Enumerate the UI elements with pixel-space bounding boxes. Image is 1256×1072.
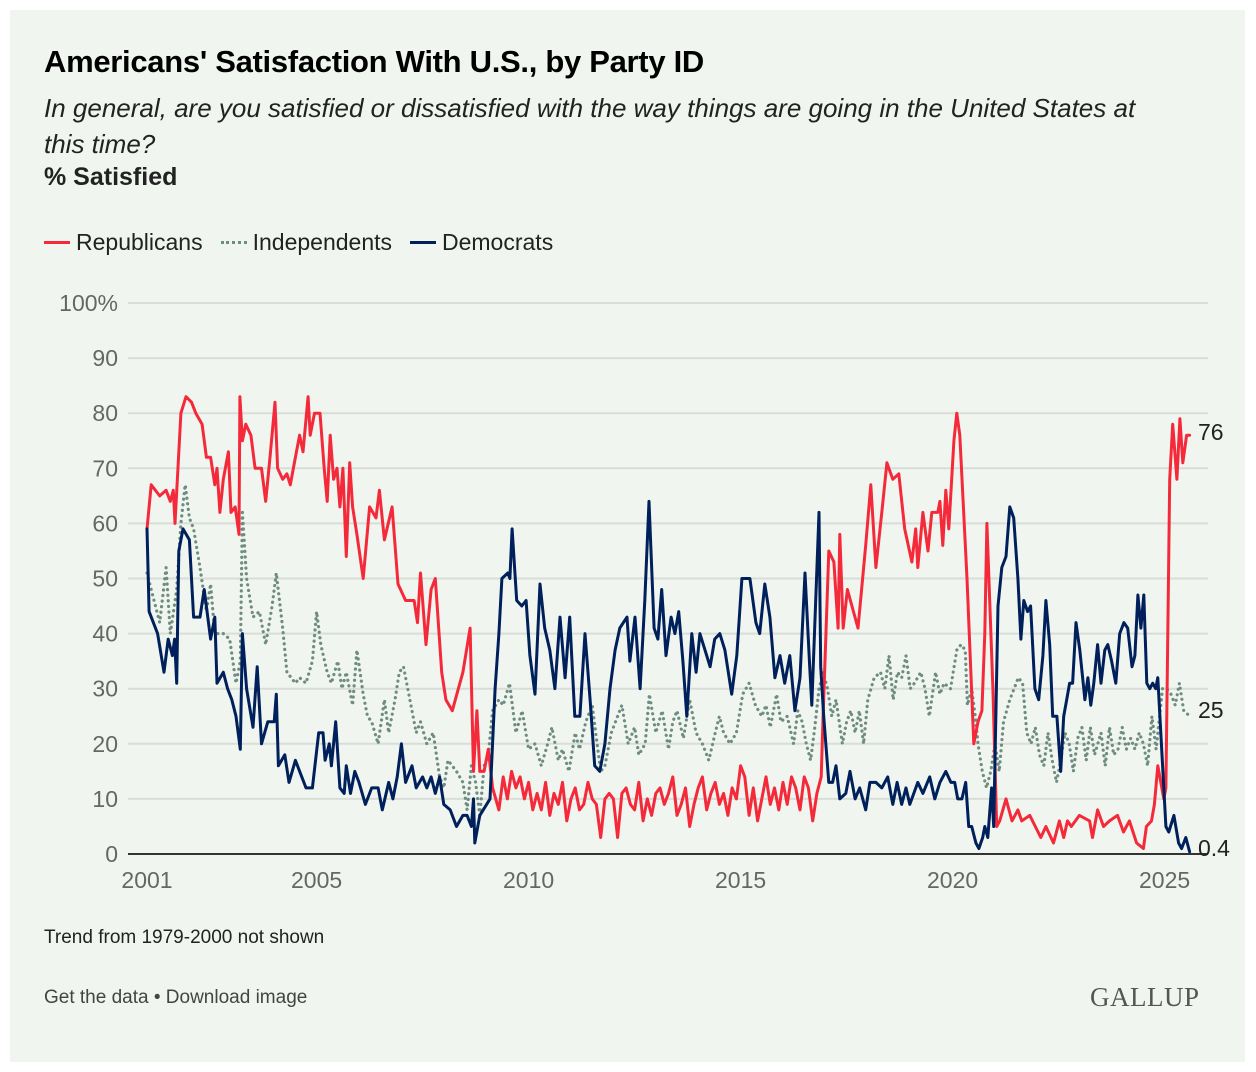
y-tick-label: 90 <box>92 345 118 371</box>
x-tick-label: 2010 <box>503 867 554 893</box>
chart-subtitle: In general, are you satisfied or dissati… <box>44 93 1136 159</box>
end-label-independents: 25 <box>1198 697 1224 723</box>
y-tick-label: 20 <box>92 731 118 757</box>
download-image-link[interactable]: Download image <box>165 987 308 1008</box>
y-tick-label: 30 <box>92 676 118 702</box>
series-line-republicans <box>145 395 1192 850</box>
series-line-democrats <box>145 499 1192 854</box>
y-tick-label: 100% <box>59 290 118 316</box>
legend-label: Independents <box>252 229 392 255</box>
trend-note: Trend from 1979-2000 not shown <box>44 927 325 948</box>
x-tick-label: 2005 <box>291 867 342 893</box>
legend: Republicans Independents Democrats <box>44 229 553 256</box>
y-tick-label: 10 <box>92 786 118 812</box>
link-separator: • <box>148 987 166 1008</box>
legend-item-republicans[interactable]: Republicans <box>44 229 203 256</box>
legend-swatch-independents <box>220 241 247 244</box>
series-line-independents <box>145 483 1192 817</box>
legend-item-independents[interactable]: Independents <box>220 229 392 256</box>
legend-swatch-republicans <box>44 241 70 244</box>
footer-links: Get the data • Download image <box>44 987 307 1009</box>
x-tick-label: 2015 <box>715 867 766 893</box>
y-tick-label: 40 <box>92 621 118 647</box>
y-tick-label: 80 <box>92 400 118 426</box>
chart-card <box>10 10 1245 1062</box>
end-label-republicans: 76 <box>1198 419 1224 445</box>
gallup-logo: GALLUP <box>1090 982 1200 1012</box>
x-tick-label: 2025 <box>1139 867 1190 893</box>
legend-label: Democrats <box>442 229 554 255</box>
x-tick-label: 2001 <box>121 867 172 893</box>
y-tick-label: 70 <box>92 455 118 481</box>
y-tick-label: 50 <box>92 566 118 592</box>
y-tick-label: 60 <box>92 510 118 536</box>
chart-title: Americans' Satisfaction With U.S., by Pa… <box>44 44 704 79</box>
legend-label: Republicans <box>76 229 203 255</box>
unit-label: % Satisfied <box>44 163 178 191</box>
end-label-democrats: 0.4 <box>1198 835 1230 861</box>
x-tick-label: 2020 <box>927 867 978 893</box>
legend-item-democrats[interactable]: Democrats <box>410 229 553 256</box>
y-tick-label: 0 <box>105 841 118 867</box>
get-data-link[interactable]: Get the data <box>44 987 149 1008</box>
legend-swatch-democrats <box>410 241 436 244</box>
